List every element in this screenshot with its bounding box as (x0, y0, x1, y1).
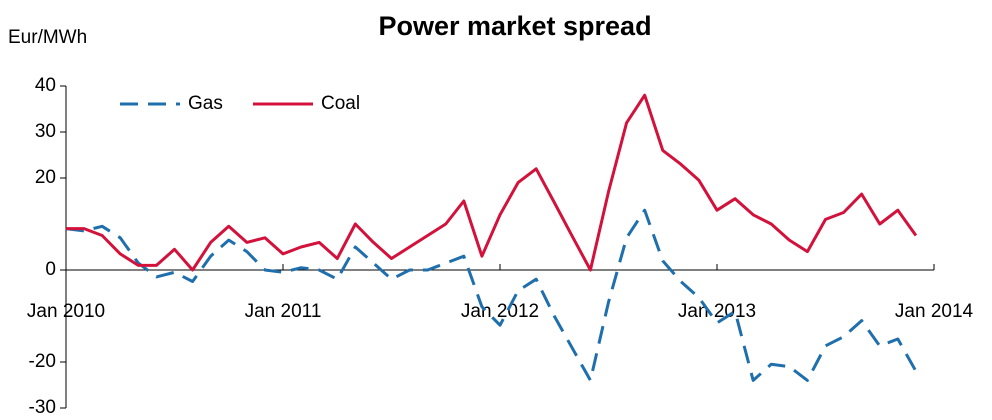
x-tick-label: Jan 2011 (245, 301, 322, 322)
x-tick-label: Jan 2014 (895, 301, 974, 322)
y-axis-label: Eur/MWh (8, 27, 87, 48)
x-tick-label: Jan 2012 (461, 301, 539, 322)
legend-label: Gas (188, 93, 223, 114)
chart-title: Power market spread (378, 11, 651, 41)
y-tick-label: 20 (35, 167, 56, 188)
y-tick-label: 40 (35, 75, 56, 96)
x-tick-label: Jan 2013 (678, 301, 756, 322)
y-tick-label: -30 (29, 397, 56, 418)
line-series (65, 208, 918, 382)
legend-label: Coal (321, 93, 360, 114)
y-tick-label: 30 (35, 121, 56, 142)
y-tick-label: 0 (45, 259, 56, 280)
x-tick-label: Jan 2010 (27, 301, 105, 322)
y-tick-label: -20 (29, 351, 56, 372)
line-series (66, 93, 918, 272)
